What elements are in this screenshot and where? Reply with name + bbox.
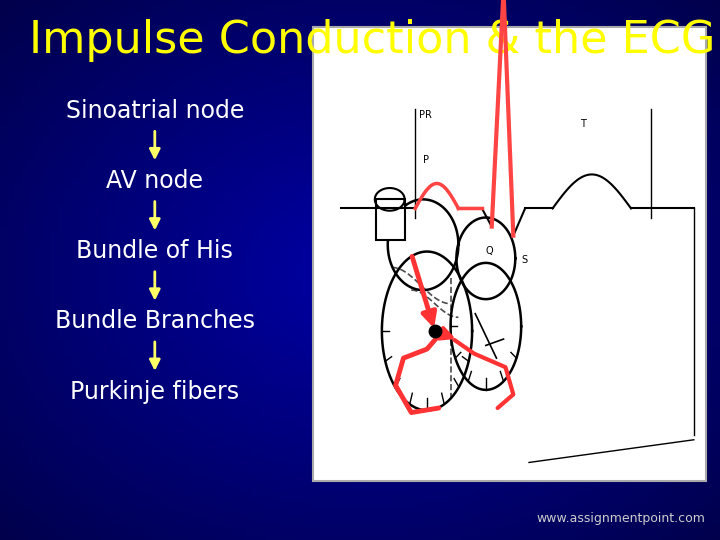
Text: Q: Q — [486, 246, 493, 256]
Text: Bundle Branches: Bundle Branches — [55, 309, 255, 333]
Text: Impulse Conduction & the ECG: Impulse Conduction & the ECG — [29, 19, 715, 62]
Text: www.assignmentpoint.com: www.assignmentpoint.com — [536, 512, 706, 525]
Text: AV node: AV node — [107, 169, 203, 193]
Text: PR: PR — [419, 110, 432, 120]
Text: T: T — [580, 119, 586, 129]
Text: Sinoatrial node: Sinoatrial node — [66, 99, 244, 123]
Text: Purkinje fibers: Purkinje fibers — [71, 380, 239, 403]
FancyBboxPatch shape — [313, 27, 706, 481]
Text: S: S — [521, 255, 527, 265]
Text: P: P — [423, 155, 429, 165]
Text: Bundle of His: Bundle of His — [76, 239, 233, 263]
Bar — [376, 199, 405, 240]
